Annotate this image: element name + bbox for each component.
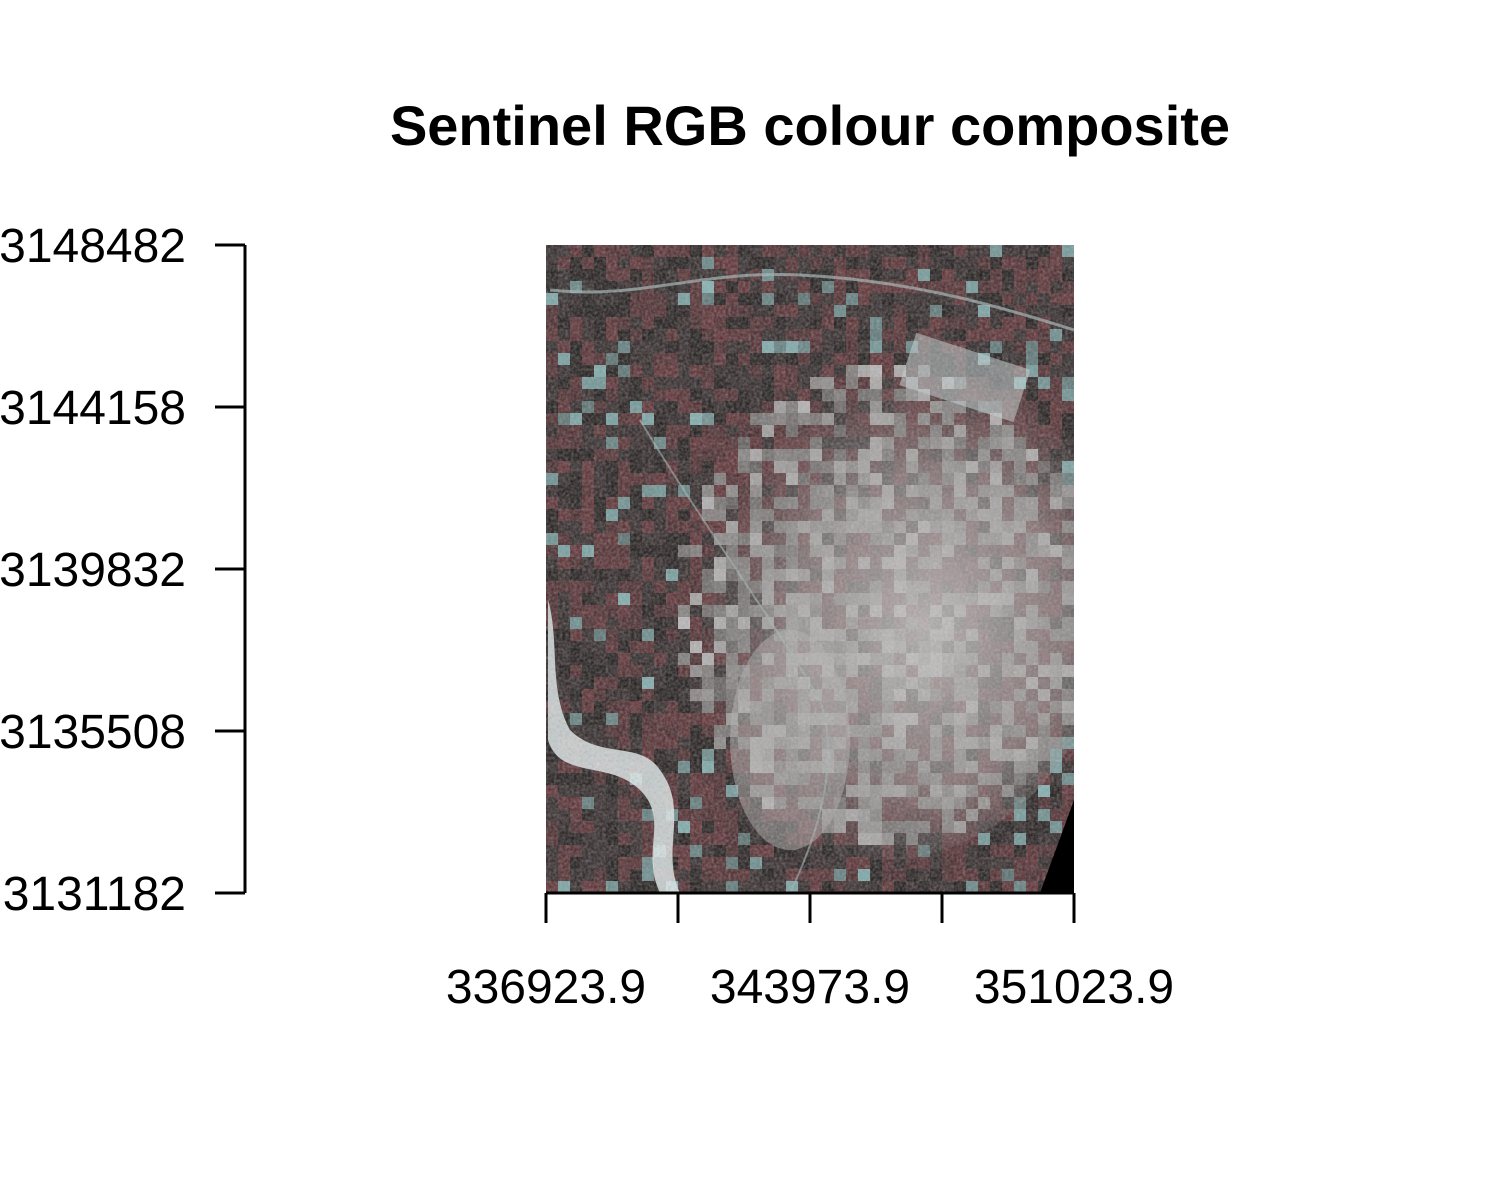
x-tick-label: 351023.9: [974, 961, 1174, 1014]
x-tick-label: 343973.9: [710, 961, 910, 1014]
noise-overlay: [546, 245, 1074, 893]
y-axis: 3131182 3135508 3139832 3144158 3148482: [0, 220, 247, 921]
chart-title: Sentinel RGB colour composite: [390, 94, 1230, 157]
y-tick-label: 3135508: [0, 706, 186, 759]
y-tick-label: 3139832: [0, 544, 186, 597]
y-tick-label: 3144158: [0, 382, 186, 435]
x-tick-label: 336923.9: [446, 961, 646, 1014]
y-tick-label: 3131182: [3, 868, 186, 921]
y-ticks: 3131182 3135508 3139832 3144158 3148482: [0, 220, 245, 921]
nodata-corner: [1040, 800, 1074, 893]
y-tick-label: 3148482: [0, 220, 186, 273]
x-axis: 336923.9 343973.9 351023.9: [446, 891, 1174, 1014]
x-ticks: 336923.9 343973.9 351023.9: [446, 893, 1174, 1014]
raster-image: [546, 245, 1074, 893]
